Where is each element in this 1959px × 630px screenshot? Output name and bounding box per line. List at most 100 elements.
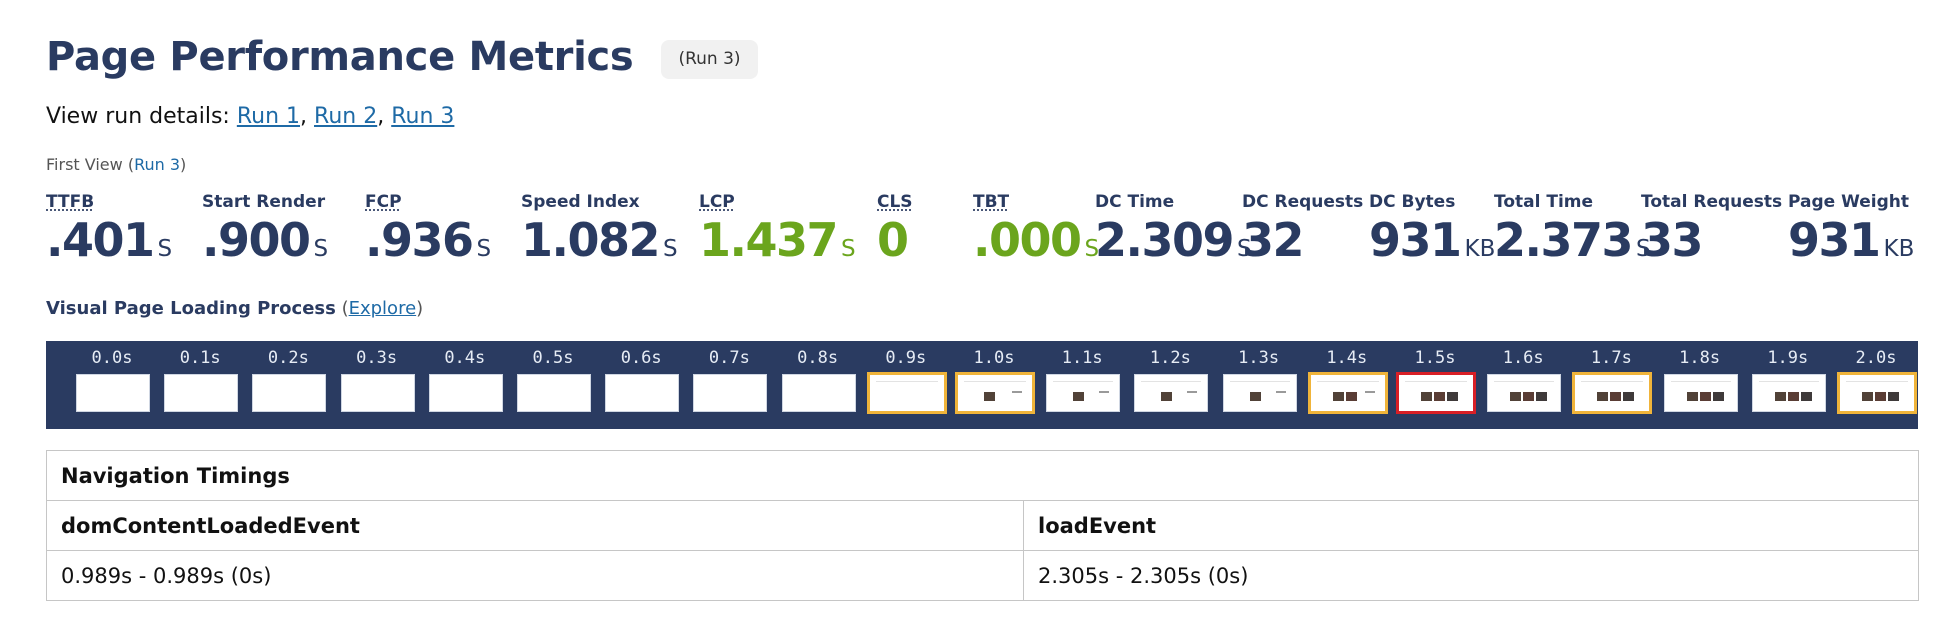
metric-total-requests: Total Requests 33 — [1641, 192, 1782, 277]
filmstrip-frame[interactable]: 0.6s — [601, 341, 681, 429]
filmstrip-frame[interactable]: 1.4s — [1307, 341, 1388, 429]
metric-label[interactable]: TTFB — [46, 192, 95, 212]
thumb-images — [1161, 392, 1173, 401]
run-1-link[interactable]: Run 1 — [236, 104, 301, 129]
frame-thumbnail[interactable] — [340, 374, 415, 412]
metric-value: .000 S — [973, 212, 1099, 277]
metric-label: DC Time — [1095, 192, 1175, 212]
frame-thumbnail[interactable] — [1222, 374, 1297, 412]
filmstrip-frame[interactable]: 0.1s — [160, 341, 240, 429]
filmstrip-frame[interactable]: 0.5s — [513, 341, 593, 429]
metric-cls: CLS 0 — [877, 192, 913, 277]
frame-time: 1.7s — [1590, 348, 1632, 368]
metric-number: .900 — [202, 213, 311, 267]
first-view-run-link[interactable]: Run 3 — [134, 155, 181, 174]
frame-thumbnail[interactable] — [1046, 374, 1121, 412]
frame-thumbnail[interactable] — [693, 374, 768, 412]
thumb-image — [1610, 392, 1622, 401]
frame-time: 0.0s — [91, 348, 133, 368]
metric-number: .936 — [365, 213, 474, 267]
thumb-image — [1447, 392, 1458, 401]
frame-time: 0.9s — [885, 348, 927, 368]
frame-thumbnail[interactable] — [1487, 374, 1562, 412]
run-2-link[interactable]: Run 2 — [314, 104, 378, 129]
thumb-header-line — [1229, 381, 1290, 382]
metric-number: .401 — [46, 213, 155, 267]
thumb-image — [1800, 392, 1812, 401]
filmstrip-frame[interactable]: 0.4s — [425, 341, 505, 429]
column-header: loadEvent — [1023, 500, 1919, 551]
frame-thumbnail[interactable] — [76, 374, 150, 412]
thumb-image — [984, 392, 995, 401]
filmstrip-frame[interactable]: 1.2s — [1130, 341, 1210, 429]
thumb-images — [1332, 392, 1357, 401]
metric-label[interactable]: FCP — [365, 192, 402, 212]
frame-thumbnail[interactable] — [1751, 374, 1826, 412]
frame-thumbnail[interactable] — [1396, 372, 1476, 414]
filmstrip-frame[interactable]: 1.5s — [1395, 341, 1476, 429]
filmstrip-frame[interactable]: 0.7s — [689, 341, 769, 429]
metric-value: 931 KB — [1788, 212, 1914, 277]
filmstrip-frame[interactable]: 1.9s — [1748, 341, 1828, 429]
metric-value: 32 — [1242, 212, 1363, 277]
filmstrip-frame[interactable]: 1.3s — [1219, 341, 1299, 429]
metric-dc-requests: DC Requests 32 — [1242, 192, 1363, 277]
frame-thumbnail[interactable] — [866, 372, 947, 414]
filmstrip-frame[interactable]: 0.9s — [866, 341, 947, 429]
metric-label[interactable]: TBT — [973, 192, 1010, 212]
filmstrip-frame[interactable]: 0.2s — [248, 341, 328, 429]
frame-thumbnail[interactable] — [1134, 374, 1209, 412]
filmstrip-frame[interactable]: 1.1s — [1042, 341, 1122, 429]
frame-thumbnail[interactable] — [164, 374, 239, 412]
metric-unit: S — [1237, 236, 1252, 262]
filmstrip-frame[interactable]: 0.0s — [72, 341, 152, 429]
run-badge: (Run 3) — [661, 39, 758, 79]
explore-link[interactable]: Explore — [348, 298, 417, 319]
thumb-header-line — [1053, 381, 1114, 382]
page-title: Page Performance Metrics — [46, 34, 634, 80]
metric-value: 0 — [877, 212, 913, 277]
metric-speed-index: Speed Index 1.082 S — [521, 192, 678, 277]
frame-thumbnail[interactable] — [1663, 374, 1738, 412]
metric-fcp: FCP .936 S — [365, 192, 491, 277]
frame-thumbnail[interactable] — [955, 372, 1035, 414]
frame-time: 0.6s — [620, 348, 662, 368]
run-3-link[interactable]: Run 3 — [391, 104, 455, 129]
metric-label: DC Bytes — [1369, 192, 1456, 212]
thumb-header-line — [1670, 381, 1731, 382]
filmstrip-frame[interactable]: 1.0s — [954, 341, 1035, 429]
frame-thumbnail[interactable] — [605, 374, 680, 412]
frame-thumbnail[interactable] — [252, 374, 327, 412]
run-separator: , — [377, 104, 392, 129]
filmstrip-frame[interactable]: 1.8s — [1660, 341, 1740, 429]
filmstrip-frame[interactable]: 2.0s — [1836, 341, 1917, 429]
table-cell: 2.305s - 2.305s (0s) — [1023, 550, 1919, 601]
first-view-label: First View (Run 3) — [46, 155, 186, 174]
run-details-label: View run details: — [46, 104, 237, 129]
frame-thumbnail[interactable] — [1572, 372, 1653, 414]
thumb-header-line — [1494, 381, 1555, 382]
metric-label[interactable]: LCP — [699, 192, 735, 212]
thumb-header-line — [1316, 381, 1379, 382]
frame-thumbnail[interactable] — [1307, 372, 1388, 414]
frame-thumbnail[interactable] — [517, 374, 591, 412]
filmstrip-frame[interactable]: 1.6s — [1483, 341, 1563, 429]
frame-thumbnail[interactable] — [1837, 372, 1917, 414]
metric-label[interactable]: CLS — [877, 192, 913, 212]
thumb-header-line — [1758, 381, 1819, 382]
filmstrip-frame[interactable]: 0.3s — [337, 341, 417, 429]
frame-time: 1.0s — [973, 348, 1015, 368]
thumb-image — [1523, 392, 1535, 401]
frame-thumbnail[interactable] — [428, 374, 503, 412]
table-title-row: Navigation Timings — [46, 450, 1919, 501]
metric-label: Speed Index — [521, 192, 640, 212]
title-row: Page Performance Metrics (Run 3) — [46, 34, 758, 80]
filmstrip-frame[interactable]: 1.7s — [1571, 341, 1653, 429]
metric-unit: KB — [1464, 236, 1496, 262]
metric-number: 2.309 — [1095, 213, 1235, 267]
filmstrip-frame[interactable]: 0.8s — [778, 341, 858, 429]
thumb-image — [1888, 392, 1899, 401]
frame-time: 0.8s — [797, 348, 839, 368]
metric-number: 1.082 — [521, 213, 661, 267]
frame-thumbnail[interactable] — [781, 374, 856, 412]
